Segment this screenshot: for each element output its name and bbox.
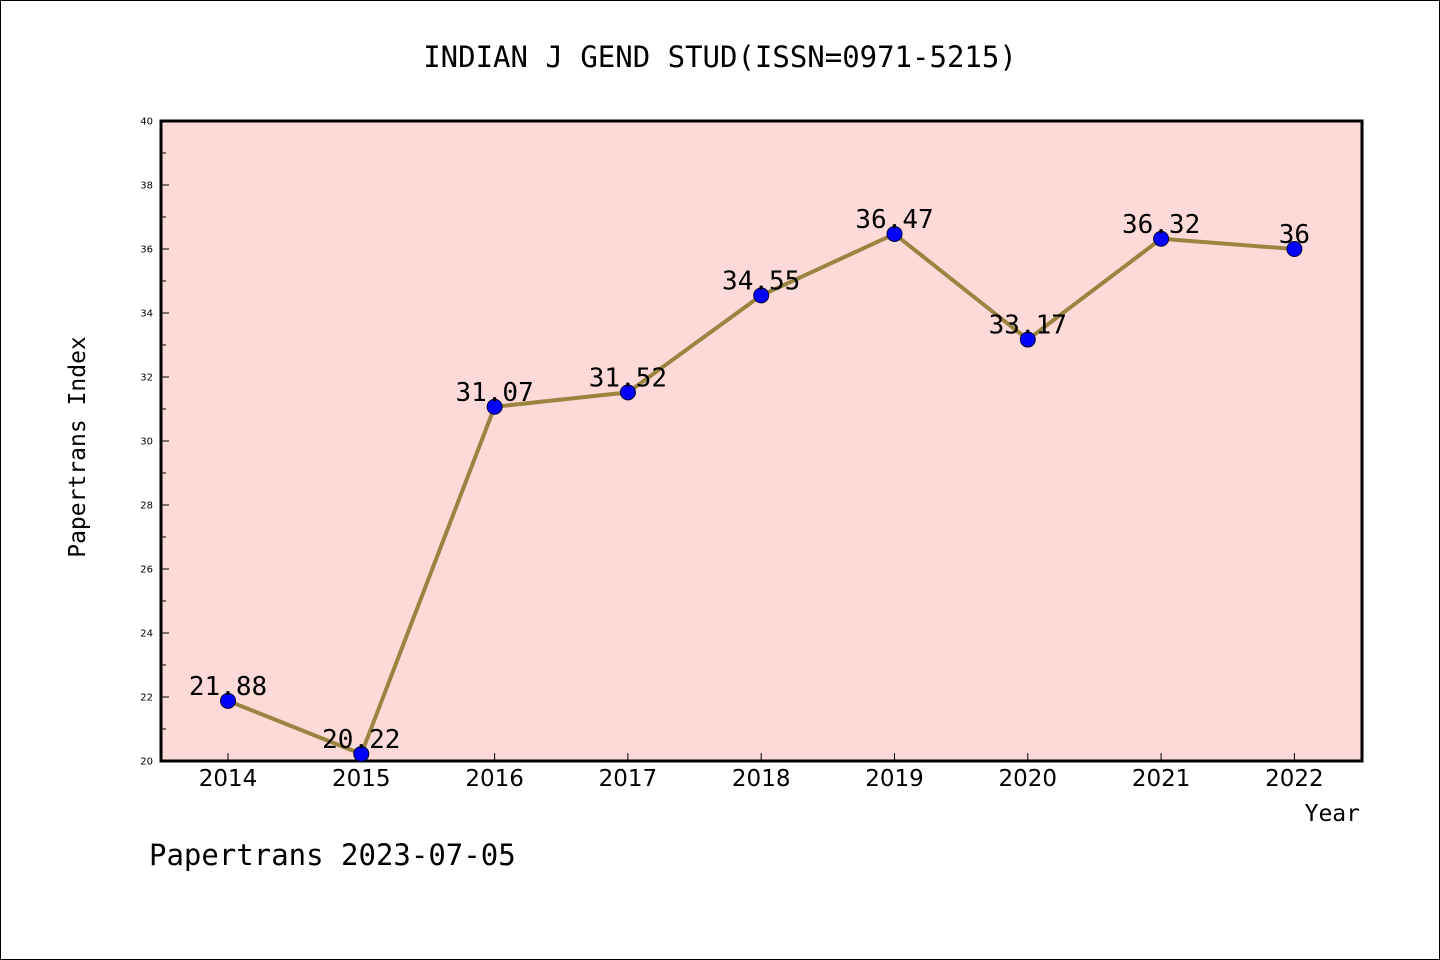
data-point: [753, 287, 770, 304]
y-tick-label: 28: [140, 501, 153, 512]
y-tick-label: 26: [140, 565, 153, 576]
data-point: [1019, 331, 1036, 348]
plot-area: [159, 119, 1364, 763]
x-tick-label: 2017: [599, 766, 658, 792]
data-label: 34.55: [722, 266, 800, 296]
data-label: 33.17: [989, 311, 1067, 341]
y-tick-label: 38: [140, 181, 153, 192]
y-tick-label: 34: [140, 309, 153, 320]
x-tick-label: 2016: [465, 766, 524, 792]
y-tick-label: 22: [140, 693, 153, 704]
x-tick-label: 2015: [332, 766, 391, 792]
y-tick-label: 24: [140, 629, 153, 640]
data-label: 36: [1279, 220, 1310, 250]
data-label: 36.47: [855, 205, 933, 235]
data-label: 31.07: [455, 378, 533, 408]
data-point: [1153, 230, 1170, 247]
series-points: [220, 225, 1303, 762]
data-label: 36.32: [1122, 210, 1200, 240]
data-point: [619, 384, 636, 401]
y-axis-label: Papertrans Index: [65, 336, 91, 558]
y-tick-label: 40: [140, 117, 153, 128]
y-tick-label: 36: [140, 245, 153, 256]
x-axis-label: Year: [1305, 801, 1360, 827]
data-labels: 21.88 20.22 31.07 31.52 34.55 36.47 33.17 36.32…: [189, 205, 1310, 755]
y-tick-label: 32: [140, 373, 153, 384]
y-axis: 20 22 24 26 28 30 32 34 36 38 40: [140, 117, 169, 768]
data-point: [886, 225, 903, 242]
data-point: [220, 692, 236, 709]
data-point: [1286, 241, 1303, 257]
data-label: 21.88: [189, 672, 267, 702]
x-tick-label: 2019: [865, 766, 924, 792]
data-point: [486, 398, 503, 415]
x-tick-label: 2020: [999, 766, 1058, 792]
data-point: [353, 745, 370, 762]
y-tick-label: 30: [140, 437, 153, 448]
data-label: 20.22: [322, 725, 400, 755]
x-tick-label: 2018: [732, 766, 791, 792]
x-tick-label: 2014: [199, 766, 258, 792]
x-tick-label: 2021: [1132, 766, 1191, 792]
x-axis: 2014 2015 2016 2017 2018 2019 2020 2021 2022: [199, 753, 1324, 792]
data-label: 31.52: [589, 363, 667, 393]
footer-text: Papertrans 2023-07-05: [149, 838, 516, 872]
chart-title: INDIAN J GEND STUD(ISSN=0971-5215): [423, 40, 1017, 74]
x-tick-label: 2022: [1265, 766, 1324, 792]
y-tick-label: 20: [140, 757, 153, 768]
